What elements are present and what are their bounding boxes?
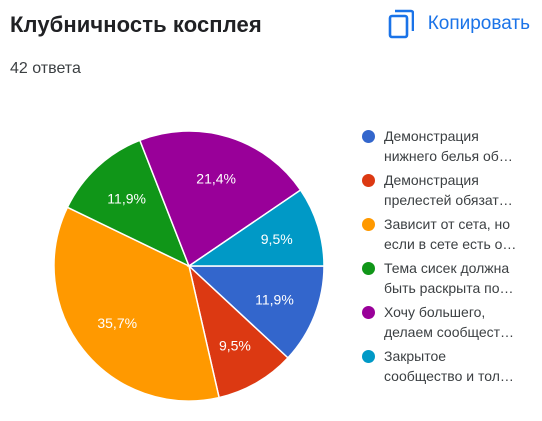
legend-label-line: быть раскрыта по…	[384, 280, 514, 296]
legend-item-1[interactable]: Демонстрация нижнего белья об…	[362, 126, 537, 170]
legend-item-5[interactable]: Хочу большего, делаем сообщест…	[362, 302, 537, 346]
legend-label-line: Хочу большего,	[384, 304, 486, 320]
pie-slice-label-6: 9,5%	[261, 231, 293, 247]
pie-slice-label-5: 21,4%	[196, 170, 236, 186]
pie-slice-4[interactable]	[66, 139, 191, 268]
pie-slice-label-2: 9,5%	[219, 338, 251, 354]
legend-label-line: Тема сисек должна	[384, 260, 510, 276]
legend-label-line: если в сете есть о…	[384, 236, 517, 252]
legend-label-line: делаем сообщест…	[384, 324, 515, 340]
legend-label-line: Демонстрация	[384, 172, 479, 188]
legend-item-3[interactable]: Зависит от сета, но если в сете есть о…	[362, 214, 537, 258]
chart-title: Клубничность косплея	[10, 12, 262, 37]
pie-slice-3[interactable]	[53, 206, 220, 402]
legend-swatch	[362, 130, 375, 143]
copy-button-label: Копировать	[427, 13, 530, 34]
legend-label-line: прелестей обязат…	[384, 192, 513, 208]
pie-slice-label-4: 11,9%	[107, 191, 146, 207]
legend-swatch	[362, 262, 375, 275]
pie-slice-2[interactable]	[187, 263, 289, 399]
legend-swatch	[362, 306, 375, 319]
response-count: 42 ответа	[10, 60, 81, 77]
pie-slice-1[interactable]	[187, 265, 325, 359]
pie-slice-6[interactable]	[186, 189, 325, 267]
legend-swatch	[362, 218, 375, 231]
copy-button[interactable]: Копировать	[388, 6, 530, 42]
pie-slice-label-3: 35,7%	[97, 315, 137, 331]
pie-slice-5[interactable]	[138, 130, 302, 268]
legend-swatch	[362, 350, 375, 363]
legend-label-line: сообщество и тол…	[384, 368, 514, 384]
legend-label-line: Закрытое	[384, 348, 447, 364]
pie-chart: 11,9% 9,5% 35,7% 11,9% 21,4% 9,5%	[53, 130, 325, 402]
legend-item-6[interactable]: Закрытое сообщество и тол…	[362, 346, 537, 390]
pie-slice-label-1: 11,9%	[255, 292, 294, 308]
copy-icon	[388, 9, 414, 39]
legend-swatch	[362, 174, 375, 187]
chart-legend: Демонстрация нижнего белья об… Демонстраци…	[362, 126, 537, 390]
legend-label-line: Демонстрация	[384, 128, 479, 144]
legend-label-line: Зависит от сета, но	[384, 216, 511, 232]
legend-label-line: нижнего белья об…	[384, 148, 513, 164]
legend-item-2[interactable]: Демонстрация прелестей обязат…	[362, 170, 537, 214]
legend-item-4[interactable]: Тема сисек должна быть раскрыта по…	[362, 258, 537, 302]
